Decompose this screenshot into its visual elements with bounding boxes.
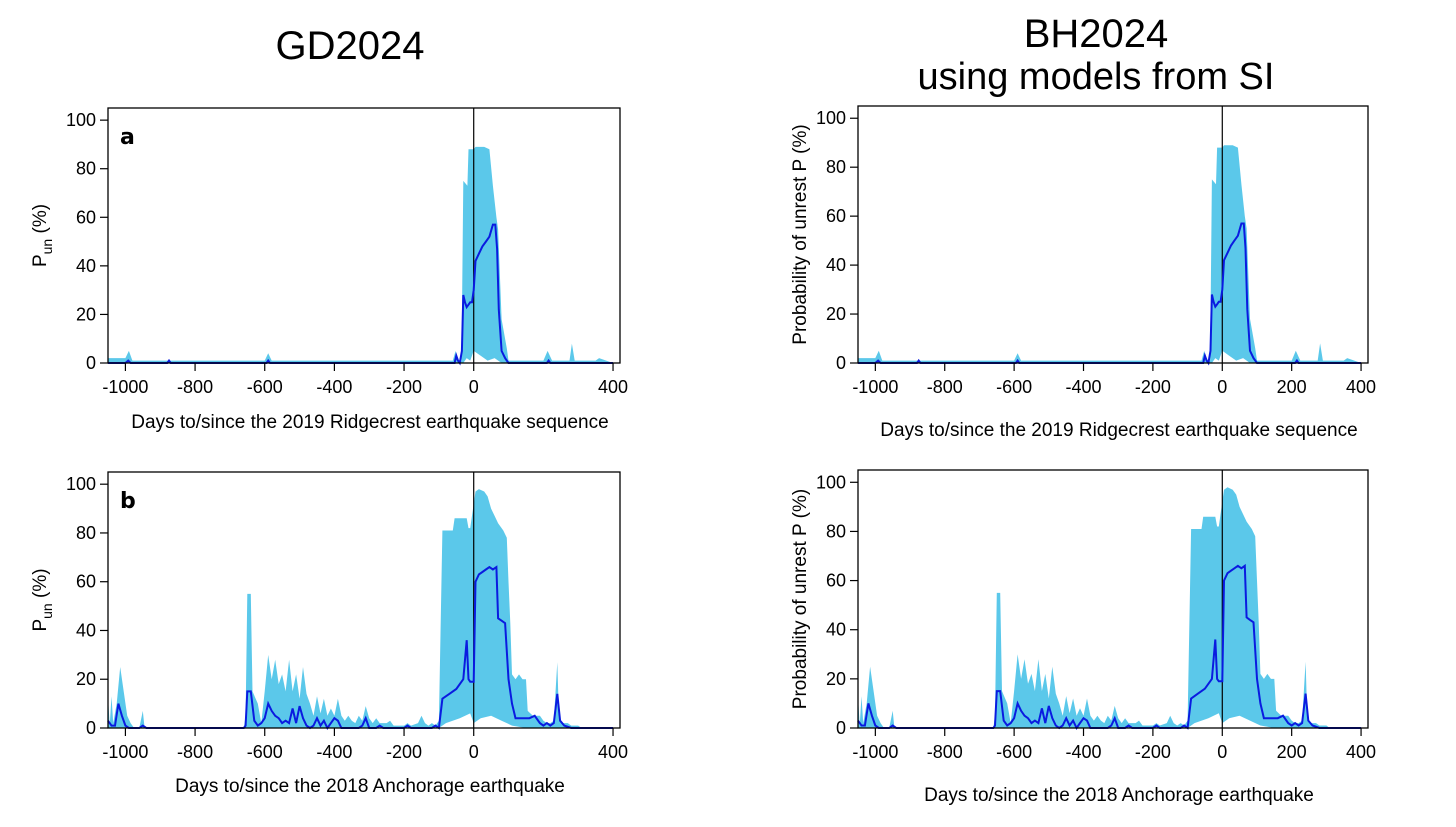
plot-frame	[107, 107, 621, 364]
y-tick-label: 100	[816, 108, 846, 128]
x-axis-label: Days to/since the 2019 Ridgecrest earthq…	[880, 420, 1357, 441]
y-tick-label: 20	[826, 304, 846, 324]
y-tick-label: 80	[76, 523, 96, 543]
chart-panel-a-right: -1000 -800 -600 -400 -200 0 200 400 0 20 40 60 80 100…	[790, 105, 1376, 441]
x-tick-label: 400	[598, 742, 628, 762]
x-tick-label: 0	[1217, 742, 1227, 762]
y-tick-label: 80	[826, 521, 846, 541]
x-tick-label: 0	[1217, 377, 1227, 397]
x-tick-label: -200	[386, 742, 422, 762]
plot-frame	[857, 469, 1369, 729]
x-tick-label: -600	[247, 377, 283, 397]
x-tick-label: -800	[927, 742, 963, 762]
x-tick-label: -1000	[102, 377, 148, 397]
x-tick-label: -600	[996, 742, 1032, 762]
chart-panel-a: -1000 -800 -600 -400 -200 0 400 0 20 40 60 80 100 Day…	[30, 107, 628, 433]
uncertainty-band	[108, 489, 613, 728]
x-tick-label: -200	[1135, 377, 1171, 397]
uncertainty-band	[858, 487, 1362, 728]
y-tick-label: 0	[86, 353, 96, 373]
y-tick-label: 20	[826, 669, 846, 689]
x-tick-label: -400	[316, 742, 352, 762]
right-column-subtitle: using models from SI	[917, 56, 1275, 98]
x-tick-label: -600	[996, 377, 1032, 397]
y-tick-label: 80	[76, 159, 96, 179]
y-axis-label: Pun (%)	[30, 568, 55, 631]
x-tick-label: 0	[469, 742, 479, 762]
chart-panel-b-right: -1000 -800 -600 -400 -200 0 200 400 0 20 40 60 80 100…	[790, 469, 1376, 806]
x-tick-label: -200	[386, 377, 422, 397]
y-tick-label: 60	[76, 207, 96, 227]
x-tick-label: 400	[598, 377, 628, 397]
uncertainty-band	[108, 146, 613, 363]
median-line	[857, 563, 1362, 730]
plot-frame	[857, 105, 1369, 364]
y-axis-label: Probability of unrest P (%)	[790, 489, 811, 709]
x-tick-label: 400	[1346, 742, 1376, 762]
x-tick-label: -1000	[102, 742, 148, 762]
x-tick-label: -800	[177, 377, 213, 397]
y-tick-label: 100	[66, 110, 96, 130]
x-tick-label: 0	[469, 377, 479, 397]
plot-frame	[107, 471, 621, 729]
x-tick-label: -800	[177, 742, 213, 762]
y-tick-label: 80	[826, 157, 846, 177]
median-line	[858, 222, 1362, 366]
y-tick-label: 40	[826, 620, 846, 640]
left-column-title: GD2024	[275, 24, 425, 68]
y-tick-label: 40	[826, 255, 846, 275]
x-tick-label: -1000	[852, 377, 898, 397]
uncertainty-band	[858, 145, 1362, 363]
y-tick-label: 60	[826, 571, 846, 591]
median-line	[108, 223, 613, 366]
x-tick-label: -600	[247, 742, 283, 762]
chart-panel-b: -1000 -800 -600 -400 -200 0 400 0 20 40 60 80 100 Day…	[30, 471, 628, 797]
right-column-title: BH2024	[1023, 12, 1169, 56]
x-tick-label: -200	[1135, 742, 1171, 762]
x-tick-label: -400	[1065, 742, 1101, 762]
x-axis-label: Days to/since the 2018 Anchorage earthqu…	[924, 785, 1314, 806]
x-tick-label: 400	[1346, 377, 1376, 397]
x-tick-label: 200	[1277, 377, 1307, 397]
y-tick-label: 0	[86, 718, 96, 738]
x-tick-label: 200	[1277, 742, 1307, 762]
median-line	[107, 565, 613, 730]
y-tick-label: 20	[76, 669, 96, 689]
panel-letter: b	[120, 489, 136, 514]
y-tick-label: 20	[76, 304, 96, 324]
x-tick-label: -400	[1065, 377, 1101, 397]
y-tick-label: 60	[76, 572, 96, 592]
y-tick-label: 60	[826, 206, 846, 226]
y-tick-label: 40	[76, 620, 96, 640]
y-tick-label: 100	[66, 474, 96, 494]
y-tick-label: 0	[836, 353, 846, 373]
x-axis-label: Days to/since the 2018 Anchorage earthqu…	[175, 776, 565, 797]
x-tick-label: -800	[927, 377, 963, 397]
x-axis-label: Days to/since the 2019 Ridgecrest earthq…	[131, 412, 608, 433]
panel-letter: a	[120, 125, 135, 150]
y-tick-label: 100	[816, 472, 846, 492]
y-axis-label: Probability of unrest P (%)	[790, 124, 811, 344]
y-tick-label: 0	[836, 718, 846, 738]
y-tick-label: 40	[76, 256, 96, 276]
x-tick-label: -400	[316, 377, 352, 397]
x-tick-label: -1000	[852, 742, 898, 762]
y-axis-label: Pun (%)	[30, 204, 55, 267]
